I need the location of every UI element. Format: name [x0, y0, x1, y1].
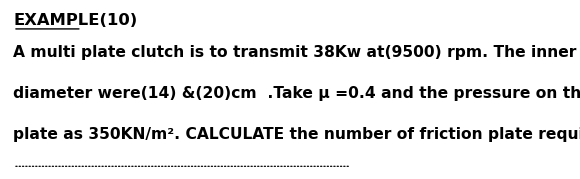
- Text: A multi plate clutch is to transmit 38Kw at(9500) rpm. The inner and outer: A multi plate clutch is to transmit 38Kw…: [13, 45, 580, 60]
- Text: diameter were(14) &(20)cm  .Take μ =0.4 and the pressure on the friction: diameter were(14) &(20)cm .Take μ =0.4 a…: [13, 86, 580, 101]
- Text: EXAMPLE(10): EXAMPLE(10): [13, 13, 137, 28]
- Text: plate as 350KN/m². CALCULATE the number of friction plate required.: plate as 350KN/m². CALCULATE the number …: [13, 127, 580, 142]
